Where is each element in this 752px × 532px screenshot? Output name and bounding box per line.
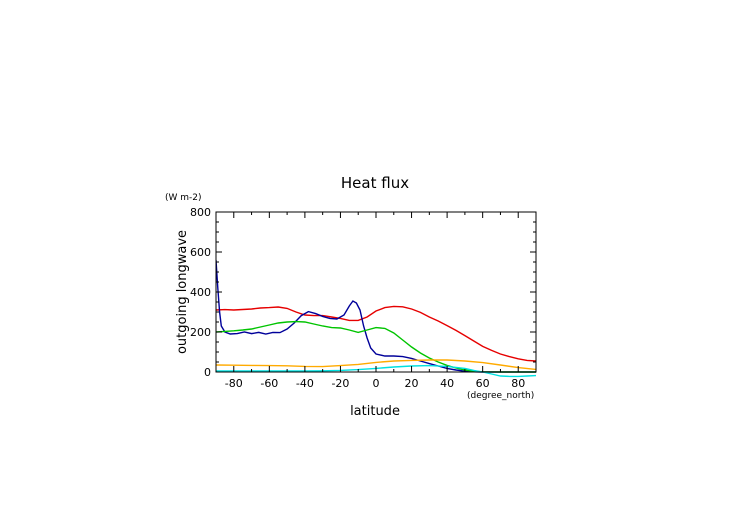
x-tick-label: 20 <box>405 377 419 390</box>
x-tick-label: -20 <box>331 377 349 390</box>
y-tick-label: 600 <box>190 246 211 259</box>
series-line-1 <box>216 305 536 362</box>
x-axis-label: latitude <box>350 404 400 419</box>
y-tick-label: 200 <box>190 326 211 339</box>
series-line-4 <box>216 359 536 371</box>
x-unit-label: (degree_north) <box>467 391 534 401</box>
x-tick-label: 80 <box>511 377 525 390</box>
series-line-2 <box>216 259 536 373</box>
x-tick-label: -80 <box>225 377 243 390</box>
x-tick-label: -60 <box>260 377 278 390</box>
series-line-3 <box>216 320 536 373</box>
x-tick-label: 0 <box>373 377 380 390</box>
y-tick-label: 0 <box>204 366 211 379</box>
chart-title: Heat flux <box>341 174 409 192</box>
y-unit-label: (W m-2) <box>165 193 202 203</box>
y-tick-label: 400 <box>190 286 211 299</box>
y-axis-label: outgoing longwave <box>175 230 190 354</box>
plot-frame <box>215 211 537 373</box>
x-tick-label: 60 <box>476 377 490 390</box>
x-tick-label: -40 <box>296 377 314 390</box>
y-tick-label: 800 <box>190 206 211 219</box>
x-tick-label: 40 <box>440 377 454 390</box>
